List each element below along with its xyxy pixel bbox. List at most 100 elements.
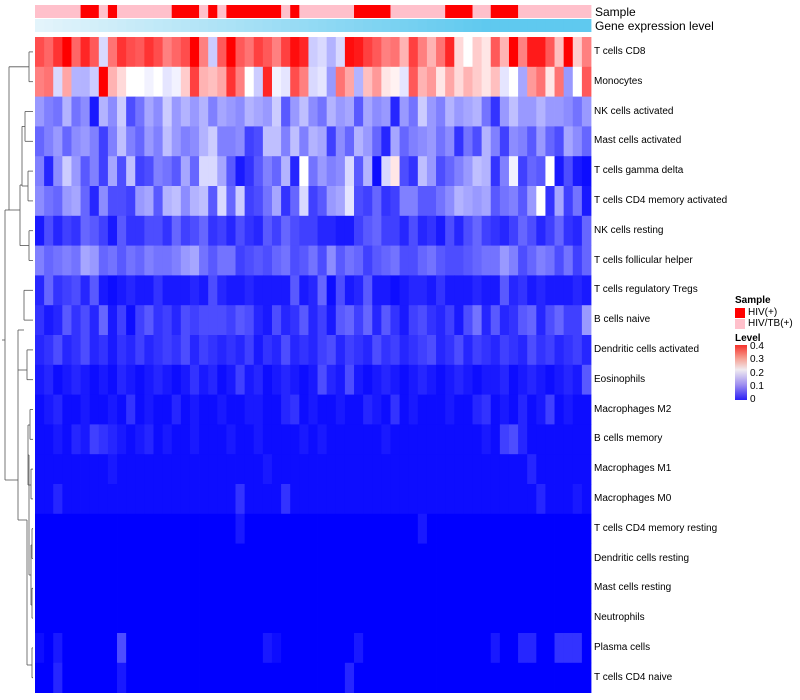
heatmap-cell bbox=[199, 275, 209, 306]
heatmap-cell bbox=[317, 126, 328, 157]
legend-item-hiv: HIV(+) bbox=[735, 307, 799, 318]
heatmap-cell bbox=[354, 603, 364, 634]
heatmap-cell bbox=[235, 633, 246, 664]
heatmap-cell bbox=[472, 543, 483, 574]
heatmap-cell bbox=[189, 156, 200, 187]
heatmap-cell bbox=[363, 96, 373, 127]
heatmap-cell bbox=[244, 66, 255, 97]
heatmap-cell bbox=[144, 633, 154, 664]
sample-cell bbox=[344, 5, 355, 18]
heatmap-cell bbox=[499, 394, 510, 425]
heatmap-cell bbox=[226, 66, 236, 97]
heatmap-cell bbox=[390, 156, 400, 187]
heatmap-cell bbox=[253, 335, 264, 366]
heatmap-cell bbox=[381, 245, 391, 276]
legend-item-hiv-tb: HIV/TB(+) bbox=[735, 318, 799, 329]
heatmap-cell bbox=[372, 37, 382, 68]
heatmap-cell bbox=[372, 633, 382, 664]
heatmap-cell bbox=[445, 245, 455, 276]
heatmap-cell bbox=[117, 364, 127, 395]
heatmap-cell bbox=[436, 245, 446, 276]
heatmap-cell bbox=[153, 66, 164, 97]
heatmap-cell bbox=[189, 662, 200, 693]
heatmap-cell bbox=[89, 335, 100, 366]
gene-level-cell bbox=[71, 19, 81, 32]
heatmap-cell bbox=[536, 364, 546, 395]
heatmap-cell bbox=[536, 186, 546, 217]
heatmap-cell bbox=[244, 573, 255, 604]
heatmap-cell bbox=[372, 484, 382, 515]
heatmap-cell bbox=[299, 305, 309, 336]
sample-cell bbox=[35, 5, 45, 18]
heatmap-cell bbox=[244, 156, 255, 187]
heatmap-cell bbox=[326, 484, 337, 515]
row-label: B cells memory bbox=[594, 433, 663, 445]
heatmap-cell bbox=[508, 364, 519, 395]
heatmap-cell bbox=[217, 245, 227, 276]
heatmap-cell bbox=[235, 364, 246, 395]
gene-level-cell bbox=[208, 19, 218, 32]
heatmap-cell bbox=[53, 305, 63, 336]
heatmap-cell bbox=[463, 513, 473, 544]
heatmap-cell bbox=[344, 37, 355, 68]
heatmap-cell bbox=[454, 633, 464, 664]
gene-level-cell bbox=[335, 19, 346, 32]
heatmap-cell bbox=[281, 335, 291, 366]
heatmap-cell bbox=[244, 96, 255, 127]
heatmap-cell bbox=[481, 662, 492, 693]
heatmap-cell bbox=[107, 126, 118, 157]
heatmap-cell bbox=[436, 454, 446, 485]
heatmap-cell bbox=[499, 156, 510, 187]
heatmap-cell bbox=[490, 275, 501, 306]
heatmap-cell bbox=[35, 424, 45, 455]
heatmap-cell bbox=[390, 305, 400, 336]
heatmap-cell bbox=[454, 305, 464, 336]
heatmap-cell bbox=[527, 305, 537, 336]
heatmap-cell bbox=[454, 394, 464, 425]
heatmap-cell bbox=[399, 513, 410, 544]
heatmap-cell bbox=[363, 245, 373, 276]
legend-swatch-hiv bbox=[735, 307, 745, 318]
heatmap-cell bbox=[35, 126, 45, 157]
heatmap-cell bbox=[354, 454, 364, 485]
heatmap-cell bbox=[62, 245, 72, 276]
heatmap-cell bbox=[472, 484, 483, 515]
heatmap-cell bbox=[581, 275, 592, 306]
heatmap-cell bbox=[162, 484, 173, 515]
heatmap-cell bbox=[463, 543, 473, 574]
heatmap-cell bbox=[171, 96, 182, 127]
heatmap-cell bbox=[253, 96, 264, 127]
heatmap-cell bbox=[271, 275, 282, 306]
heatmap-cell bbox=[563, 275, 574, 306]
heatmap-cell bbox=[62, 424, 72, 455]
heatmap-cell bbox=[35, 305, 45, 336]
heatmap-cell bbox=[354, 543, 364, 574]
heatmap-cell bbox=[445, 543, 455, 574]
heatmap-cell bbox=[536, 66, 546, 97]
heatmap-cell bbox=[35, 513, 45, 544]
heatmap-cell bbox=[463, 454, 473, 485]
sample-cell bbox=[481, 5, 492, 18]
heatmap-cell bbox=[363, 454, 373, 485]
heatmap-cell bbox=[281, 513, 291, 544]
gene-level-cell bbox=[107, 19, 118, 32]
heatmap-cell bbox=[563, 662, 574, 693]
heatmap-cell bbox=[563, 335, 574, 366]
gene-level-cell bbox=[381, 19, 391, 32]
heatmap-cell bbox=[135, 37, 145, 68]
heatmap-cell bbox=[144, 454, 154, 485]
heatmap-cell bbox=[399, 364, 410, 395]
heatmap-cell bbox=[508, 484, 519, 515]
heatmap-cell bbox=[508, 186, 519, 217]
heatmap-cell bbox=[271, 603, 282, 634]
heatmap-cell bbox=[518, 633, 528, 664]
heatmap-cell bbox=[35, 335, 45, 366]
sample-cell bbox=[126, 5, 136, 18]
heatmap-cell bbox=[545, 156, 555, 187]
heatmap-cell bbox=[299, 603, 309, 634]
heatmap-cell bbox=[408, 424, 419, 455]
heatmap-cell bbox=[545, 573, 555, 604]
heatmap-cell bbox=[554, 662, 565, 693]
gene-level-cell bbox=[563, 19, 574, 32]
heatmap-cell bbox=[135, 633, 145, 664]
